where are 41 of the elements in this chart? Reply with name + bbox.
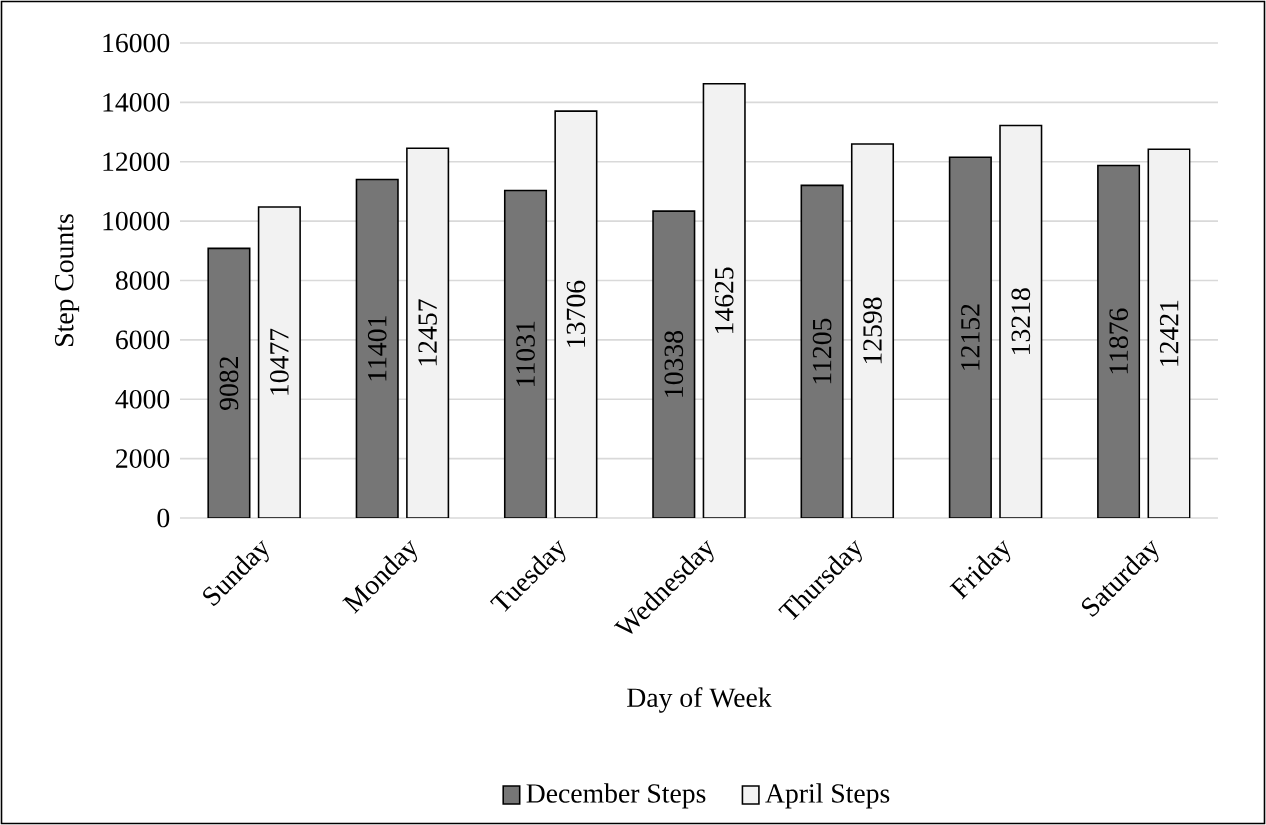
y-tick-label: 12000	[103, 152, 170, 172]
bar	[850, 143, 895, 518]
bar	[652, 210, 696, 518]
bar	[406, 147, 450, 518]
bar	[257, 206, 301, 518]
data-label: 11205	[812, 318, 832, 384]
data-label: 13218	[1011, 288, 1031, 354]
data-label: 11401	[367, 316, 387, 381]
data-label: 11031	[516, 321, 535, 386]
legend-label: December Steps	[526, 783, 706, 809]
data-label: 10477	[270, 328, 289, 395]
data-label: 12152	[961, 304, 980, 370]
data-label: 12457	[418, 299, 437, 366]
y-tick-label: 8000	[115, 271, 170, 290]
y-tick-label: 2000	[116, 449, 170, 468]
bar	[355, 178, 399, 518]
data-label: 12421	[1159, 300, 1179, 366]
y-tick-label: 16000	[103, 33, 170, 53]
data-label: 11876	[1109, 308, 1128, 374]
y-tick-label: 6000	[116, 330, 170, 350]
bar	[554, 110, 598, 518]
bar	[800, 184, 844, 518]
data-label: 14625	[714, 267, 734, 334]
data-label: 9082	[219, 357, 239, 410]
y-tick-label: 4000	[115, 389, 170, 409]
y-tick-label: 10000	[103, 211, 170, 231]
bar	[207, 247, 251, 518]
y-tick-label: 14000	[103, 93, 170, 112]
x-axis-title: Day of Week	[627, 687, 772, 713]
y-tick-label: 0	[157, 508, 170, 528]
bar	[1147, 148, 1191, 518]
y-axis-title: Step Counts	[54, 214, 80, 346]
legend-label: April Steps	[765, 783, 890, 809]
bar	[948, 156, 992, 518]
bar	[1097, 164, 1141, 518]
bar	[999, 124, 1043, 518]
data-label: 10338	[664, 331, 684, 397]
data-label: 12598	[863, 297, 882, 364]
bar	[503, 189, 548, 518]
data-label: 13706	[566, 280, 586, 347]
bar	[702, 83, 746, 518]
